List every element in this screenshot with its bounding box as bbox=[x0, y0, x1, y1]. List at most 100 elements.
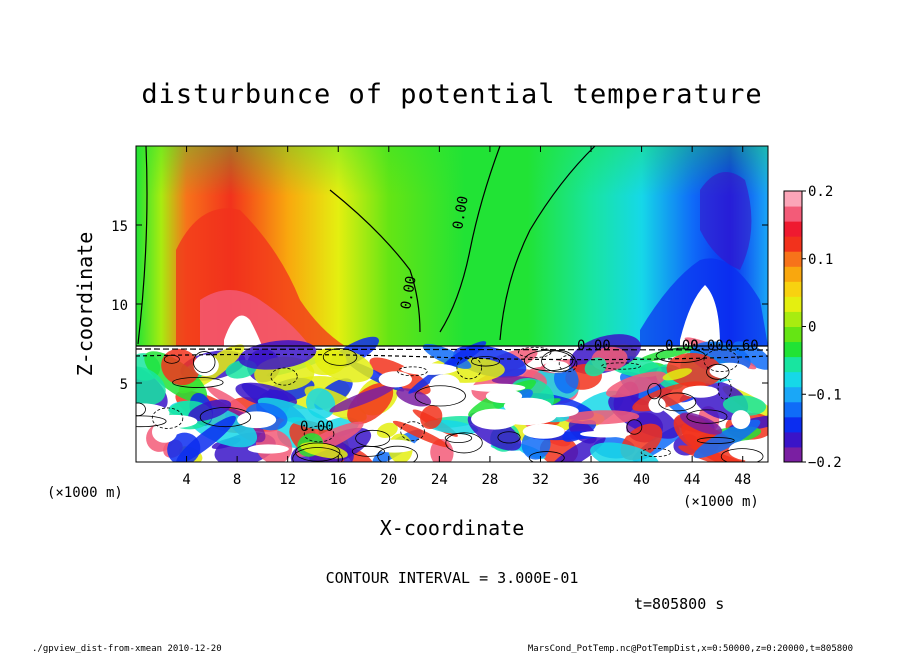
footer-left: ./gpview_dist-from-xmean 2010-12-20 bbox=[32, 644, 222, 654]
x-axis: 4 8 12 16 20 24 28 32 36 40 44 48 bbox=[182, 146, 751, 488]
turbulence-blob bbox=[662, 368, 692, 381]
turbulence-contour bbox=[528, 451, 565, 462]
time-label: t=805800 s bbox=[634, 595, 724, 613]
turbulence-blob bbox=[693, 419, 761, 459]
x-tick-label: 12 bbox=[279, 472, 296, 488]
turbulence-contour bbox=[658, 392, 697, 412]
turbulence-contour bbox=[199, 407, 252, 428]
colorbar-label: 0 bbox=[808, 320, 816, 336]
colorbar: 0.2 0.1 0 −0.1 −0.2 bbox=[783, 184, 842, 471]
turbulence-blob bbox=[392, 420, 449, 448]
turbulence-contour bbox=[295, 442, 341, 462]
colorbar-swatch bbox=[784, 281, 802, 297]
turbulence-blob bbox=[136, 366, 166, 406]
turbulence-contour bbox=[193, 351, 216, 374]
turbulence-contour bbox=[497, 431, 521, 444]
turbulence-contour bbox=[414, 385, 466, 407]
x-tick-label: 24 bbox=[431, 472, 448, 488]
plot-area: 0.000.000.000.00 0.000.00 0.60 bbox=[136, 146, 768, 462]
turbulence-white bbox=[237, 411, 277, 429]
chart-title: disturbunce of potential temperature bbox=[141, 79, 762, 110]
turbulence-blob bbox=[562, 410, 640, 425]
turbulence-white bbox=[522, 423, 565, 439]
turbulence-contour bbox=[377, 445, 418, 462]
colorbar-swatch bbox=[784, 431, 802, 448]
x-tick-label: 44 bbox=[684, 472, 701, 488]
x-axis-label: X-coordinate bbox=[380, 516, 525, 540]
turbulence-blob bbox=[666, 352, 723, 388]
turbulence-white bbox=[728, 440, 768, 461]
turbulence-contour bbox=[640, 448, 672, 457]
turbulence-white bbox=[544, 360, 570, 373]
warm-core-white bbox=[224, 315, 262, 346]
turbulence-white bbox=[400, 363, 458, 375]
contour-label: 0.00 bbox=[450, 195, 472, 231]
turbulence-contour bbox=[445, 432, 483, 454]
turbulence-contour bbox=[456, 356, 482, 380]
turbulence-blob bbox=[679, 412, 723, 435]
turbulence-contour bbox=[397, 366, 428, 377]
turbulence-contour bbox=[400, 421, 425, 442]
turbulence-contour bbox=[517, 346, 552, 358]
colorbar-swatch bbox=[784, 356, 802, 373]
turbulence-contour bbox=[322, 348, 358, 366]
turbulence-contour bbox=[270, 367, 298, 386]
turbulence-contour bbox=[523, 349, 574, 372]
contour-label: 0.60 bbox=[725, 338, 759, 354]
turbulence-blob bbox=[376, 422, 398, 439]
turbulence-blob bbox=[207, 386, 249, 414]
turbulence-blob bbox=[722, 395, 767, 416]
turbulence-contour bbox=[151, 407, 184, 429]
turbulence-blob bbox=[584, 357, 607, 377]
contour-lines bbox=[136, 146, 768, 361]
turbulence-contour bbox=[172, 376, 224, 388]
lower-turbulent-field bbox=[136, 334, 768, 462]
turbulence-contour bbox=[351, 445, 385, 457]
turbulence-white bbox=[136, 403, 170, 423]
colorbar-swatch bbox=[784, 326, 802, 343]
colorbar-label: 0.2 bbox=[808, 184, 833, 200]
colorbar-swatch bbox=[784, 191, 802, 207]
turbulence-blob bbox=[188, 399, 232, 422]
turbulence-contour bbox=[558, 355, 578, 373]
colorbar-swatch bbox=[784, 266, 802, 282]
x-tick-label: 20 bbox=[380, 472, 397, 488]
turbulence-contour bbox=[292, 447, 343, 462]
cold-core-white bbox=[680, 285, 720, 346]
colorbar-swatch bbox=[784, 446, 802, 463]
turbulence-white bbox=[429, 374, 460, 394]
x-unit-right: (×1000 m) bbox=[683, 494, 759, 510]
turbulence-white bbox=[247, 444, 289, 454]
turbulence-blob bbox=[606, 371, 667, 398]
x-tick-label: 8 bbox=[233, 472, 241, 488]
x-tick-label: 36 bbox=[583, 472, 600, 488]
turbulence-white bbox=[731, 410, 751, 430]
turbulence-blob bbox=[608, 394, 680, 439]
turbulence-white bbox=[539, 404, 579, 418]
turbulence-blob bbox=[732, 341, 768, 370]
colorbar-swatch bbox=[784, 296, 802, 312]
turbulence-contour bbox=[541, 350, 576, 373]
turbulence-blob bbox=[167, 432, 201, 462]
colorbar-swatch bbox=[784, 221, 802, 237]
x-tick-label: 48 bbox=[734, 472, 751, 488]
x-tick-label: 4 bbox=[182, 472, 190, 488]
turbulence-contour bbox=[720, 448, 764, 462]
cold-core-upper bbox=[700, 172, 752, 270]
turbulence-white bbox=[193, 354, 219, 377]
colorbar-swatch bbox=[784, 341, 802, 358]
y-axis-label: Z-coordinate bbox=[73, 232, 97, 377]
y-tick-label: 5 bbox=[120, 377, 128, 393]
contour-label: 0.00 bbox=[398, 275, 420, 311]
turbulence-white bbox=[378, 371, 412, 388]
x-tick-label: 16 bbox=[330, 472, 347, 488]
y-tick-label: 15 bbox=[111, 219, 128, 235]
colorbar-swatch bbox=[784, 386, 802, 403]
colorbar-label: −0.2 bbox=[808, 455, 842, 471]
turbulence-contour bbox=[444, 433, 473, 444]
turbulence-blob bbox=[306, 388, 336, 419]
turbulence-contour bbox=[136, 415, 167, 428]
turbulence-blob bbox=[161, 348, 200, 386]
